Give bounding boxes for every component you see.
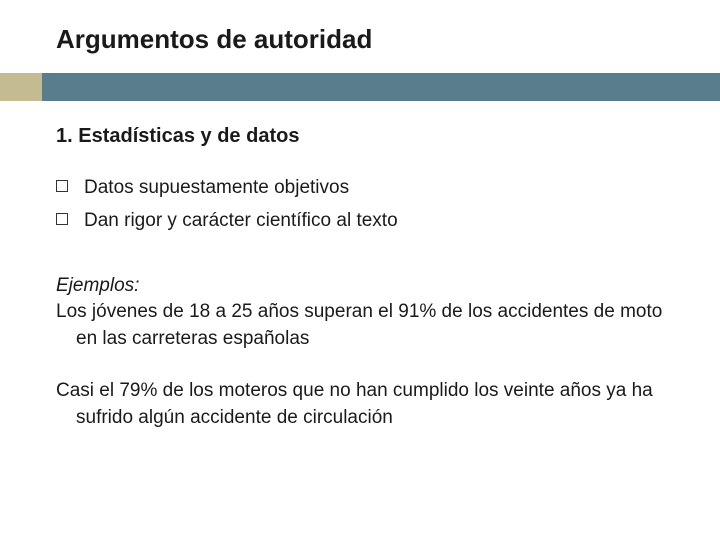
bullet-text: Datos supuestamente objetivos bbox=[84, 174, 349, 203]
example-paragraph: Casi el 79% de los moteros que no han cu… bbox=[56, 378, 664, 431]
example-text: Casi el 79% de los moteros que no han cu… bbox=[56, 378, 664, 431]
bullet-text: Dan rigor y carácter científico al texto bbox=[84, 207, 398, 236]
page-title: Argumentos de autoridad bbox=[56, 24, 664, 55]
example-text: Los jóvenes de 18 a 25 años superan el 9… bbox=[56, 299, 664, 352]
list-item: Datos supuestamente objetivos bbox=[56, 174, 664, 203]
accent-bar-row bbox=[0, 73, 720, 101]
section-subtitle: 1. Estadísticas y de datos bbox=[56, 125, 664, 148]
accent-bar-main bbox=[42, 73, 720, 101]
examples-label: Ejemplos: bbox=[56, 275, 664, 297]
slide: Argumentos de autoridad 1. Estadísticas … bbox=[0, 0, 720, 540]
square-bullet-icon bbox=[56, 213, 68, 225]
bullet-list: Datos supuestamente objetivos Dan rigor … bbox=[56, 174, 664, 235]
list-item: Dan rigor y carácter científico al texto bbox=[56, 207, 664, 236]
square-bullet-icon bbox=[56, 180, 68, 192]
accent-bar-left bbox=[0, 73, 42, 101]
example-paragraph: Los jóvenes de 18 a 25 años superan el 9… bbox=[56, 299, 664, 352]
